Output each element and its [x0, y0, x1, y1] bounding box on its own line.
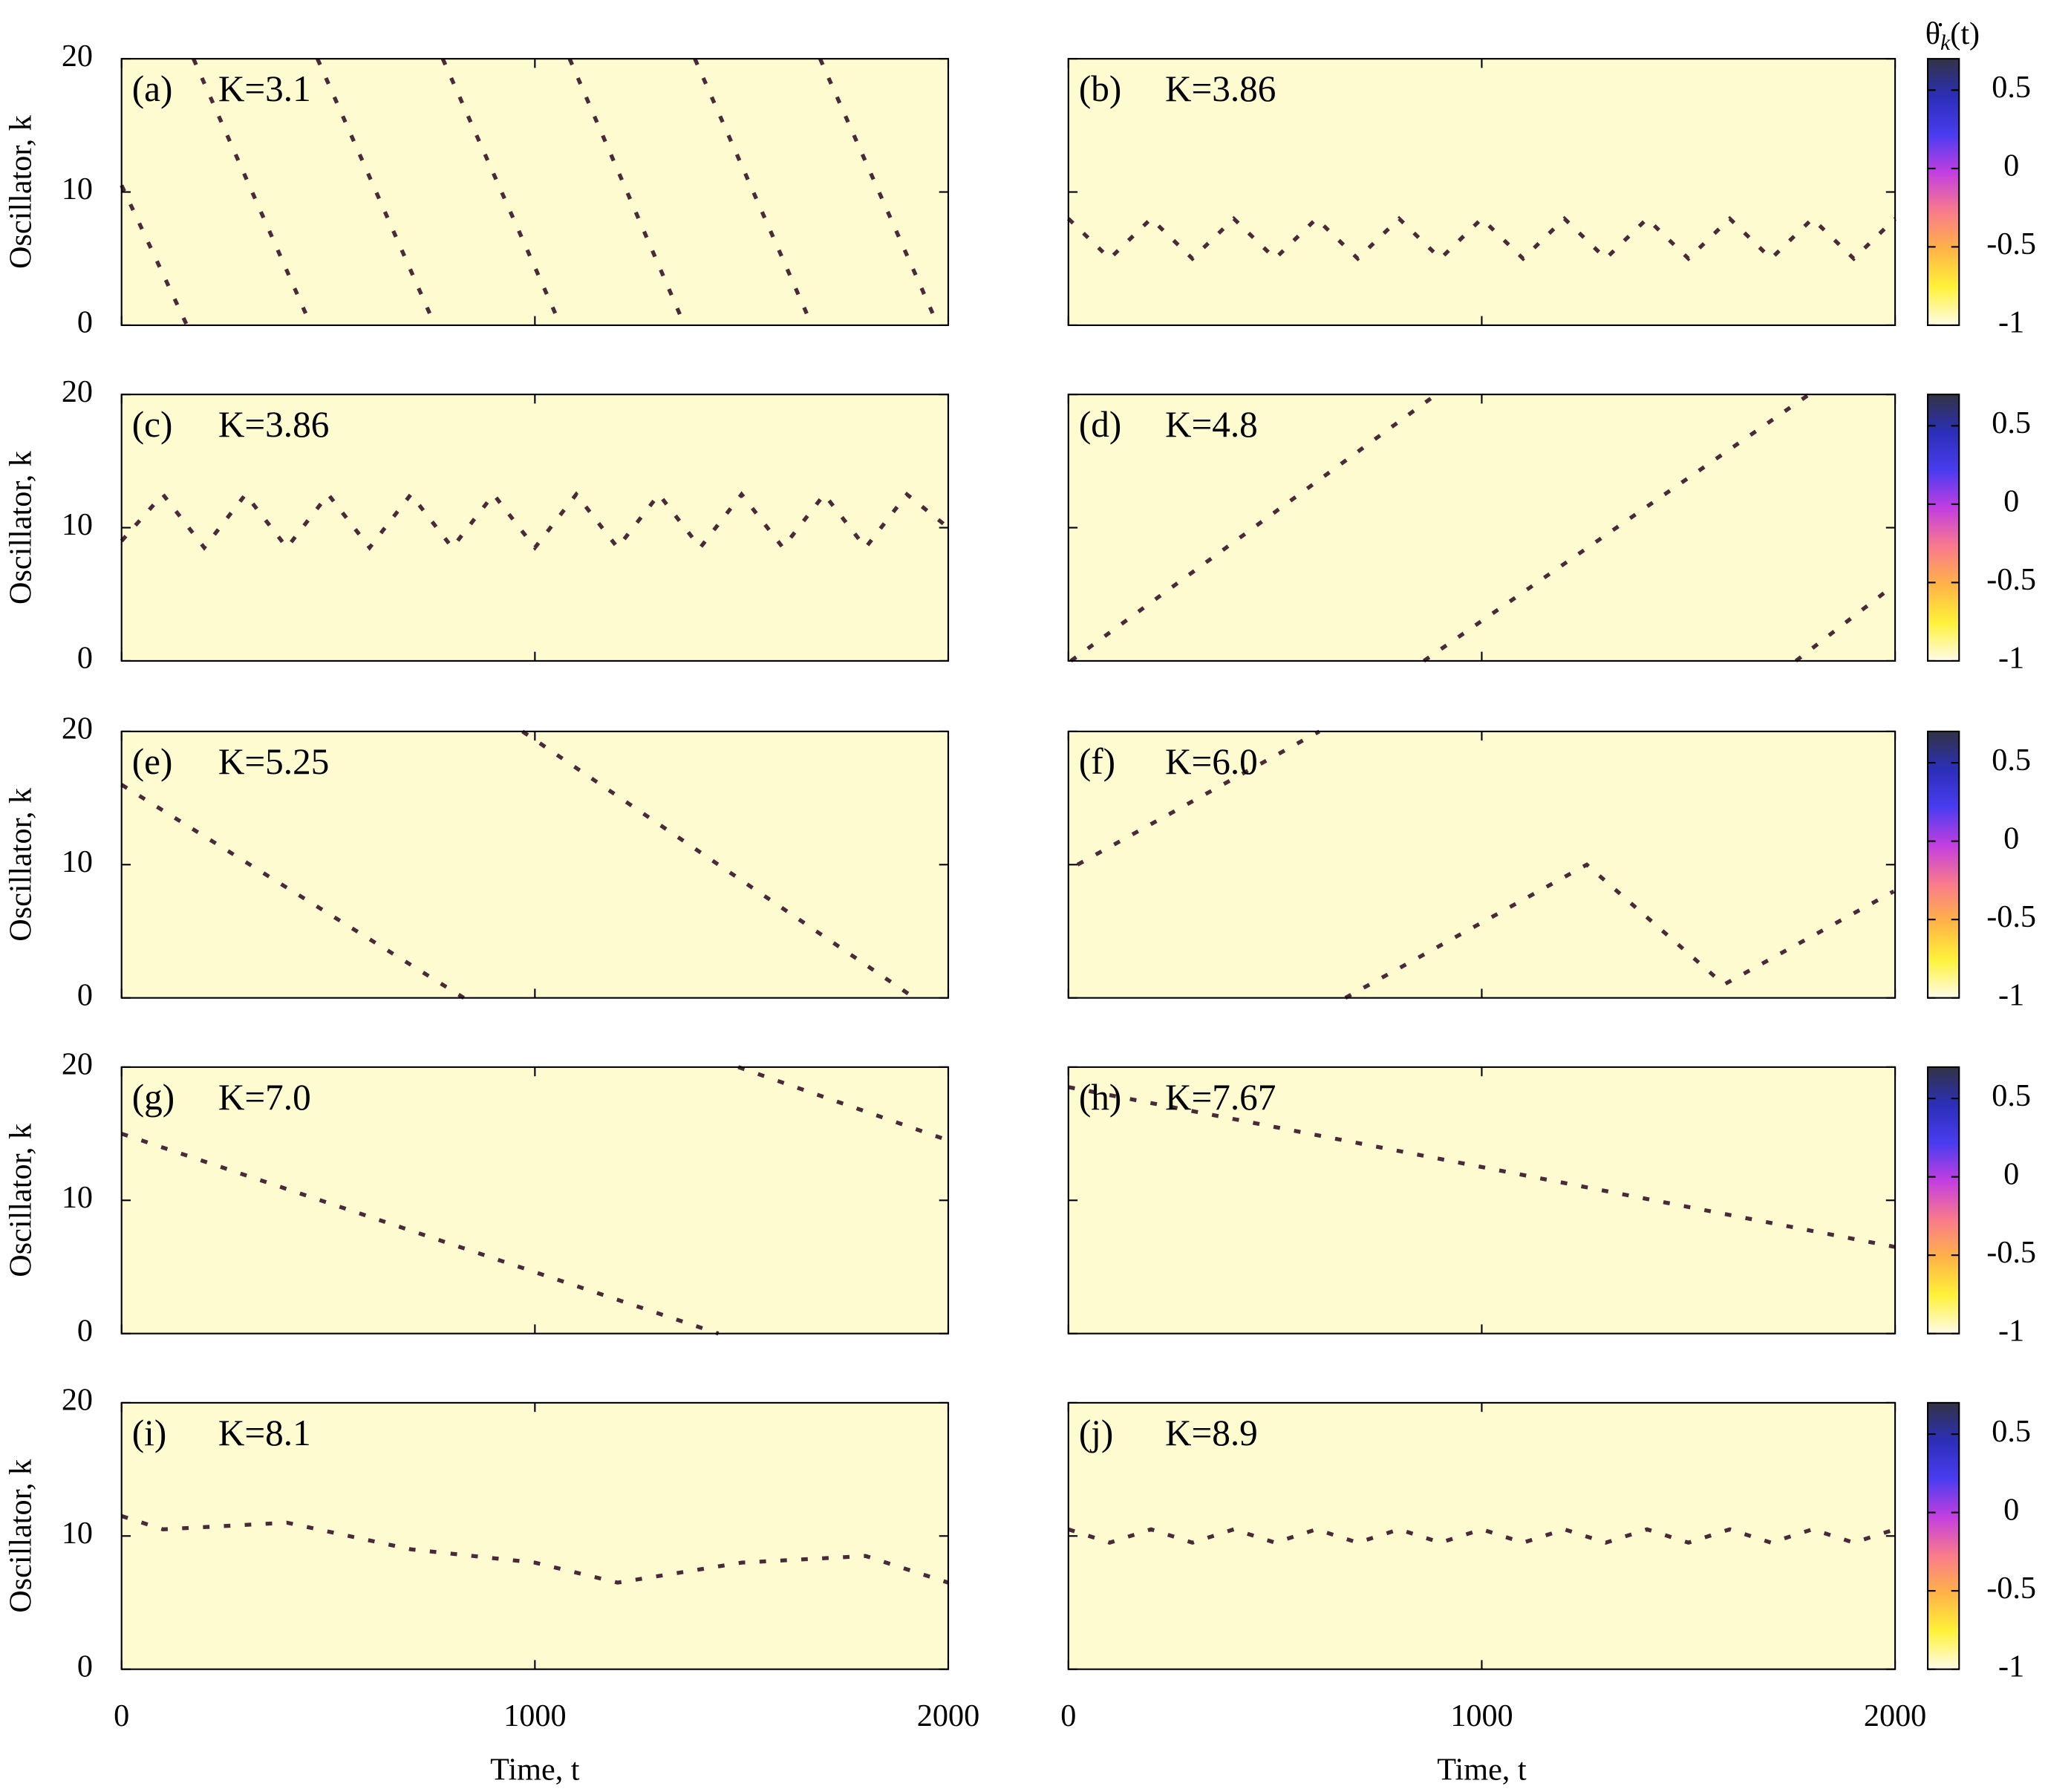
y-axis-label: Oscillator, k: [3, 787, 38, 942]
colorbar: [1926, 1066, 1960, 1335]
colorbar-tick-label: -0.5: [1986, 227, 2036, 261]
y-tick-label: 0: [77, 1649, 93, 1684]
colorbar-label-subscript: k: [1940, 30, 1951, 55]
heatmap-background: [1068, 731, 1896, 998]
colorbar-label: θ̇k(t): [1925, 16, 1980, 55]
oscillator-track: [1068, 1085, 1896, 1249]
heatmap-background: [1068, 59, 1896, 325]
panel-annotation: K=3.86: [218, 404, 329, 445]
oscillator-track: [120, 1132, 720, 1336]
oscillator-track: [120, 783, 466, 1000]
panel-annotation: K=8.9: [1165, 1413, 1258, 1453]
y-tick-label: 0: [77, 1313, 93, 1348]
panel-label: (g): [132, 1077, 175, 1118]
y-tick-label: 10: [62, 1180, 93, 1215]
colorbar: [1926, 730, 1960, 999]
panel-label: (a): [132, 68, 173, 109]
panel-annotation: K=5.25: [218, 741, 329, 782]
panel-annotation: K=8.1: [218, 1413, 311, 1453]
heatmap-background: [121, 731, 948, 998]
panel-label: (f): [1079, 741, 1115, 782]
oscillator-track: [120, 491, 950, 551]
y-axis-label: Oscillator, k: [3, 114, 38, 269]
colorbar-tick-label: 0.5: [1992, 70, 2031, 105]
panel-annotation: K=7.67: [1165, 1077, 1276, 1118]
colorbar-tick-label: 0.5: [1992, 405, 2031, 440]
colorbar-tick-label: -0.5: [1986, 1571, 2036, 1606]
y-tick-label: 20: [62, 1047, 93, 1082]
x-tick-label: 0: [114, 1698, 129, 1733]
panel-label: (j): [1079, 1413, 1113, 1453]
y-tick-label: 20: [62, 1383, 93, 1418]
oscillator-track: [1076, 729, 1320, 867]
panel-annotation: K=3.1: [218, 68, 311, 109]
heatmap-background: [1068, 394, 1896, 661]
y-tick-label: 0: [77, 641, 93, 676]
colorbar-tick-label: 0.5: [1992, 1414, 2031, 1449]
y-tick-label: 0: [77, 977, 93, 1012]
x-tick-label: 0: [1060, 1698, 1076, 1733]
panel-annotation: K=7.0: [218, 1077, 311, 1118]
oscillator-track: [120, 184, 189, 327]
heatmap-background: [1068, 1402, 1896, 1669]
colorbar-tick-label: -1: [1998, 977, 2024, 1012]
y-tick-label: 0: [77, 305, 93, 340]
panel-label: (c): [132, 404, 173, 445]
colorbar-label-arg: (t): [1950, 16, 1980, 51]
colorbar-tick-label: -1: [1998, 1313, 2024, 1348]
heatmap-background: [121, 1402, 948, 1669]
colorbar-tick-label: 0: [2003, 149, 2019, 183]
y-tick-label: 10: [62, 507, 93, 542]
colorbar-tick-label: 0: [2003, 1492, 2019, 1527]
colorbar-tick-label: -1: [1998, 1649, 2024, 1684]
panel-label: (h): [1079, 1077, 1121, 1118]
y-tick-label: 10: [62, 172, 93, 206]
oscillator-track: [120, 1514, 949, 1585]
heatmap-background: [121, 59, 948, 325]
heatmap-background: [121, 1066, 948, 1334]
x-tick-label: 2000: [917, 1698, 979, 1733]
panel-label: (d): [1079, 404, 1121, 445]
colorbar: [1926, 394, 1960, 662]
x-tick-label: 1000: [503, 1698, 566, 1733]
colorbar-tick-label: -1: [1998, 641, 2024, 676]
panel-label: (i): [132, 1413, 166, 1453]
y-tick-label: 20: [62, 374, 93, 409]
colorbar-tick-label: -0.5: [1986, 1235, 2036, 1270]
panel-annotation: K=4.8: [1165, 404, 1258, 445]
y-tick-label: 20: [62, 711, 93, 746]
colorbar-tick-label: -1: [1998, 305, 2024, 340]
heatmap-background: [1068, 1066, 1896, 1334]
colorbar-tick-label: 0: [2003, 821, 2019, 856]
oscillator-track: [1423, 392, 1810, 663]
y-axis-label: Oscillator, k: [3, 1459, 38, 1613]
colorbar-tick-label: -0.5: [1986, 899, 2036, 934]
colorbar-tick-label: 0.5: [1992, 1078, 2031, 1113]
colorbar-tick-label: 0: [2003, 484, 2019, 519]
y-axis-label: Oscillator, k: [3, 1123, 38, 1277]
panel-label: (b): [1079, 68, 1121, 109]
x-tick-label: 1000: [1450, 1698, 1513, 1733]
colorbar: [1926, 58, 1960, 326]
colorbar-tick-label: 0.5: [1992, 743, 2031, 778]
panel-annotation: K=6.0: [1165, 741, 1258, 782]
oscillator-track: [1066, 215, 1897, 261]
panel-annotation: K=3.86: [1165, 68, 1276, 109]
colorbar-label-symbol: θ̇: [1925, 16, 1943, 51]
x-axis-label: Time, t: [1437, 1752, 1527, 1787]
colorbar-tick-label: -0.5: [1986, 562, 2036, 597]
x-axis-label: Time, t: [490, 1752, 580, 1787]
heatmap-background: [121, 394, 948, 661]
colorbar-tick-label: 0: [2003, 1156, 2019, 1191]
panel-label: (e): [132, 741, 173, 782]
oscillator-track: [1069, 393, 1438, 663]
y-tick-label: 10: [62, 844, 93, 879]
y-axis-label: Oscillator, k: [3, 450, 38, 605]
x-tick-label: 2000: [1864, 1698, 1926, 1733]
y-tick-label: 10: [62, 1516, 93, 1551]
colorbar: [1926, 1401, 1960, 1670]
y-tick-label: 20: [62, 39, 93, 74]
